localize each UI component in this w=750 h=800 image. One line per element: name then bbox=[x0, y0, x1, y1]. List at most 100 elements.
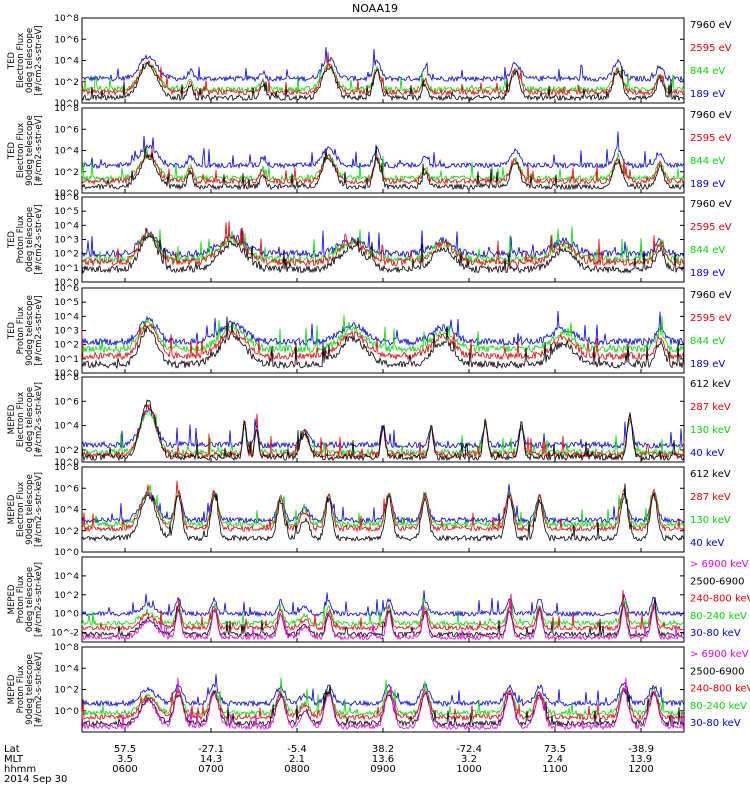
ephem-hhmm-value: 1100 bbox=[542, 764, 567, 775]
legend-green: 130 keV bbox=[690, 425, 731, 436]
ephem-mlt-value: 3.5 bbox=[117, 754, 133, 765]
y-axis-label: TED bbox=[7, 230, 17, 249]
ephem-hhmm-value: 1000 bbox=[456, 764, 481, 775]
y-axis-label: Electron Flux bbox=[16, 392, 26, 447]
series-black bbox=[81, 234, 685, 274]
y-axis-label: 90deg telescope bbox=[25, 115, 35, 186]
legend-black: 2500-6900 bbox=[690, 666, 745, 677]
y-axis-label: MEPED bbox=[7, 674, 17, 704]
legend-red: 2595 eV bbox=[690, 43, 732, 54]
y-tick-label: 10^2 bbox=[54, 78, 79, 88]
ephem-lat-value: -72.4 bbox=[456, 744, 482, 755]
legend-green: 80-240 keV bbox=[690, 701, 747, 712]
y-tick-label: 10^5 bbox=[54, 207, 79, 217]
ephem-label-lat: Lat bbox=[4, 744, 20, 755]
y-axis-label: TED bbox=[7, 141, 17, 160]
panel-3: 10^6 10^5 10^4 10^3 10^2 10^1 10^0 TED Proton Fl… bbox=[7, 193, 732, 288]
series-black bbox=[81, 61, 685, 102]
panel-frame bbox=[81, 556, 685, 643]
ephem-label-hhmm: hhmm bbox=[4, 764, 36, 775]
y-tick-label: 10^6 bbox=[54, 125, 79, 135]
y-tick-label: 10^6 bbox=[54, 193, 79, 203]
y-tick-label: 10^8 bbox=[54, 643, 79, 653]
panel-8: 10^8 10^4 10^2 10^0 MEPED Proton Flux 90deg te… bbox=[7, 643, 750, 733]
ephem-hhmm-value: 1200 bbox=[628, 764, 653, 775]
panel-frame bbox=[81, 287, 685, 374]
y-tick-label: 10^4 bbox=[54, 221, 79, 231]
y-tick-label: 10^4 bbox=[54, 312, 79, 322]
legend-green: 130 keV bbox=[690, 515, 731, 526]
y-axis-label: [#/cm2-s-str-keV] bbox=[34, 382, 44, 457]
legend-blue: 30-80 keV bbox=[690, 718, 741, 729]
y-axis-label: Proton Flux bbox=[16, 216, 26, 264]
y-tick-label: 10^0 bbox=[54, 458, 79, 468]
legend-red: 2595 eV bbox=[690, 313, 732, 324]
legend-black: 2500-6900 bbox=[690, 576, 745, 587]
series-green bbox=[81, 411, 685, 457]
y-tick-label: 10^0 bbox=[54, 278, 79, 288]
series-green bbox=[81, 596, 685, 627]
series-red bbox=[81, 221, 685, 267]
legend-black: 612 keV bbox=[690, 379, 731, 390]
ephem-mlt-value: 13.9 bbox=[630, 754, 652, 765]
legend-red: 2595 eV bbox=[690, 133, 732, 144]
panel-2: 10^8 10^6 10^4 10^2 10^0 TED Electron Flux 90de… bbox=[7, 104, 732, 199]
y-tick-label: 10^4 bbox=[54, 572, 79, 582]
ephemeris-footer: Lat MLT hhmm 2014 Sep 30 57.5 -27.1 -5.4 38… bbox=[4, 744, 654, 785]
legend-black: 7960 eV bbox=[690, 199, 732, 210]
legend-red: 287 keV bbox=[690, 492, 731, 503]
y-tick-label: 10^0 bbox=[54, 707, 79, 717]
panel-6: 10^8 10^6 10^4 10^2 10^0 MEPED Electron Flux 90… bbox=[7, 463, 731, 558]
series-magenta bbox=[81, 598, 685, 642]
series-red bbox=[81, 590, 685, 632]
y-tick-label: 10^2 bbox=[54, 527, 79, 537]
series-blue bbox=[81, 674, 685, 708]
legend-red: 240-800 keV bbox=[690, 684, 750, 695]
y-tick-label: 10^3 bbox=[54, 236, 79, 246]
ephem-hhmm-value: 0600 bbox=[112, 764, 137, 775]
series-green bbox=[81, 677, 685, 717]
y-axis-label: 0deg telescope bbox=[25, 387, 35, 452]
legend-blue: 30-80 keV bbox=[690, 628, 741, 639]
ephem-lat-value: 38.2 bbox=[372, 744, 394, 755]
y-axis-label: TED bbox=[7, 51, 17, 70]
y-axis-label: [#/cm2-s-str-eV] bbox=[34, 204, 44, 274]
legend-blue: 189 eV bbox=[690, 89, 725, 100]
ephem-date: 2014 Sep 30 bbox=[4, 774, 67, 785]
legend-magenta: > 6900 keV bbox=[690, 649, 749, 660]
y-axis-label: Proton Flux bbox=[16, 307, 26, 355]
ephem-mlt-value: 13.6 bbox=[372, 754, 394, 765]
legend-blue: 189 eV bbox=[690, 359, 725, 370]
series-black bbox=[81, 399, 685, 462]
legend-blue: 189 eV bbox=[690, 179, 725, 190]
series-red bbox=[81, 687, 685, 722]
y-axis-label: 90deg telescope bbox=[25, 474, 35, 545]
series-magenta bbox=[81, 677, 685, 731]
y-tick-label: 10^4 bbox=[54, 57, 79, 67]
y-tick-label: 10^6 bbox=[54, 284, 79, 294]
series-black bbox=[81, 483, 685, 543]
panel-frame bbox=[81, 646, 685, 733]
y-axis-label: Electron Flux bbox=[16, 123, 26, 178]
ephem-hhmm-value: 0700 bbox=[198, 764, 223, 775]
series-green bbox=[81, 226, 685, 265]
series-red bbox=[81, 480, 685, 533]
ephem-mlt-value: 3.2 bbox=[461, 754, 477, 765]
legend-black: 7960 eV bbox=[690, 20, 732, 31]
panel-1: 10^8 10^6 10^4 10^2 10^0 TED Electron Flux 0deg… bbox=[7, 14, 732, 109]
series-blue bbox=[81, 47, 685, 83]
ephem-hhmm-value: 0800 bbox=[284, 764, 309, 775]
ephem-hhmm-value: 0900 bbox=[370, 764, 395, 775]
ephem-lat-value: 57.5 bbox=[114, 744, 136, 755]
y-tick-label: 10^6 bbox=[54, 484, 79, 494]
legend-green: 844 eV bbox=[690, 245, 725, 256]
y-tick-label: 10^4 bbox=[54, 422, 79, 432]
ephem-mlt-value: 14.3 bbox=[200, 754, 222, 765]
y-axis-label: Electron Flux bbox=[16, 33, 26, 88]
series-green bbox=[81, 314, 685, 354]
y-tick-label: 10^2 bbox=[54, 446, 79, 456]
y-tick-label: 10^6 bbox=[54, 35, 79, 45]
y-tick-label: 10^4 bbox=[54, 664, 79, 674]
